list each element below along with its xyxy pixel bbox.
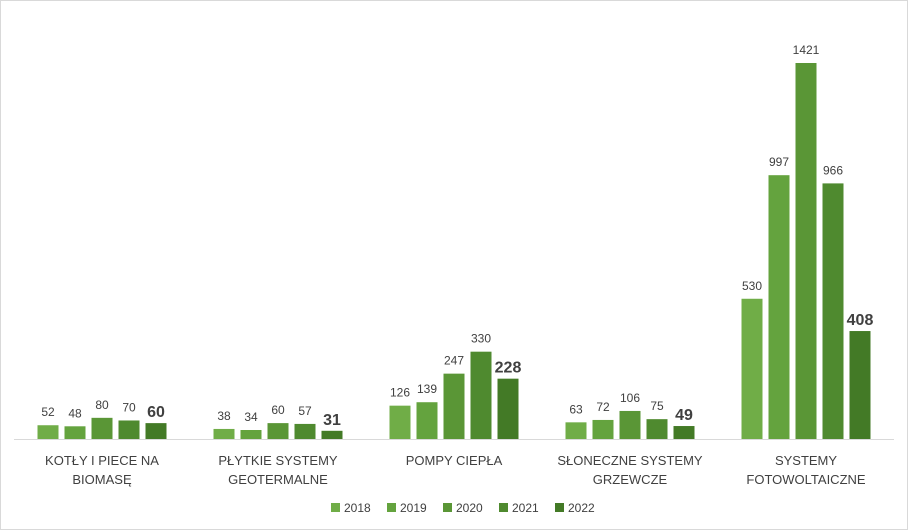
bar-2021-3 bbox=[646, 419, 668, 439]
data-label-2021-2: 330 bbox=[471, 332, 491, 346]
bar-2019-2 bbox=[416, 402, 438, 439]
category-label-3: SŁONECZNE SYSTEMY bbox=[557, 453, 703, 468]
bar-2022-4 bbox=[849, 331, 871, 439]
data-label-2021-4: 966 bbox=[823, 163, 843, 177]
bar-2019-3 bbox=[592, 419, 614, 439]
category-label-0: KOTŁY I PIECE NA bbox=[45, 453, 159, 468]
bar-2018-3 bbox=[565, 422, 587, 439]
bar-2020-0 bbox=[91, 417, 113, 439]
legend-swatch-2018 bbox=[331, 503, 340, 512]
legend-label-2022: 2022 bbox=[568, 501, 595, 515]
bar-2022-3 bbox=[673, 426, 695, 439]
data-label-2018-4: 530 bbox=[742, 279, 762, 293]
bar-2021-4 bbox=[822, 183, 844, 439]
data-label-2022-3: 49 bbox=[675, 407, 693, 424]
category-label-1: PŁYTKIE SYSTEMY bbox=[218, 453, 338, 468]
bar-2019-1 bbox=[240, 430, 262, 439]
legend-label-2020: 2020 bbox=[456, 501, 483, 515]
bar-2021-1 bbox=[294, 423, 316, 439]
category-label-3: GRZEWCZE bbox=[593, 472, 668, 487]
bar-2022-1 bbox=[321, 430, 343, 439]
category-label-1: GEOTERMALNE bbox=[228, 472, 328, 487]
data-label-2019-3: 72 bbox=[596, 400, 610, 414]
data-label-2020-4: 1421 bbox=[793, 43, 820, 57]
bar-2018-4 bbox=[741, 298, 763, 439]
data-label-2020-1: 60 bbox=[271, 403, 285, 417]
bar-2019-0 bbox=[64, 426, 86, 439]
bar-2020-4 bbox=[795, 63, 817, 439]
legend-swatch-2019 bbox=[387, 503, 396, 512]
data-label-2021-3: 75 bbox=[650, 399, 664, 413]
legend-swatch-2021 bbox=[499, 503, 508, 512]
bar-2020-1 bbox=[267, 423, 289, 439]
bar-2022-2 bbox=[497, 378, 519, 439]
category-label-2: POMPY CIEPŁA bbox=[406, 453, 503, 468]
category-label-4: SYSTEMY bbox=[775, 453, 837, 468]
bar-2019-4 bbox=[768, 175, 790, 440]
data-label-2022-4: 408 bbox=[847, 312, 874, 329]
data-label-2019-2: 139 bbox=[417, 382, 437, 396]
data-label-2018-1: 38 bbox=[217, 409, 231, 423]
data-label-2019-1: 34 bbox=[244, 410, 258, 424]
legend-label-2018: 2018 bbox=[344, 501, 371, 515]
data-label-2018-3: 63 bbox=[569, 402, 583, 416]
category-label-4: FOTOWOLTAICZNE bbox=[746, 472, 865, 487]
data-label-2021-0: 70 bbox=[122, 400, 136, 414]
legend-label-2019: 2019 bbox=[400, 501, 427, 515]
data-label-2021-1: 57 bbox=[298, 404, 312, 418]
legend-label-2021: 2021 bbox=[512, 501, 539, 515]
legend-swatch-2020 bbox=[443, 503, 452, 512]
category-label-0: BIOMASĘ bbox=[72, 472, 132, 487]
data-label-2019-0: 48 bbox=[68, 406, 82, 420]
bar-2018-2 bbox=[389, 405, 411, 439]
bar-2020-3 bbox=[619, 410, 641, 439]
bar-2022-0 bbox=[145, 423, 167, 439]
data-label-2022-0: 60 bbox=[147, 404, 165, 421]
data-label-2018-2: 126 bbox=[390, 386, 410, 400]
data-label-2022-2: 228 bbox=[495, 360, 522, 377]
data-label-2018-0: 52 bbox=[41, 405, 55, 419]
bar-2021-2 bbox=[470, 351, 492, 439]
bar-2021-0 bbox=[118, 420, 140, 439]
data-label-2019-4: 997 bbox=[769, 155, 789, 169]
legend-swatch-2022 bbox=[555, 503, 564, 512]
data-label-2020-2: 247 bbox=[444, 354, 464, 368]
bar-2018-1 bbox=[213, 428, 235, 439]
bar-2020-2 bbox=[443, 373, 465, 439]
data-label-2020-0: 80 bbox=[95, 398, 109, 412]
bar-2018-0 bbox=[37, 425, 59, 439]
data-label-2022-1: 31 bbox=[323, 412, 341, 429]
data-label-2020-3: 106 bbox=[620, 391, 640, 405]
